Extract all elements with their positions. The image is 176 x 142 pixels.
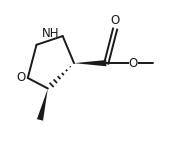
Text: NH: NH [42,27,59,40]
Text: O: O [16,71,26,84]
Text: O: O [129,57,138,70]
Polygon shape [74,60,106,66]
Polygon shape [37,88,48,121]
Text: O: O [110,14,120,27]
